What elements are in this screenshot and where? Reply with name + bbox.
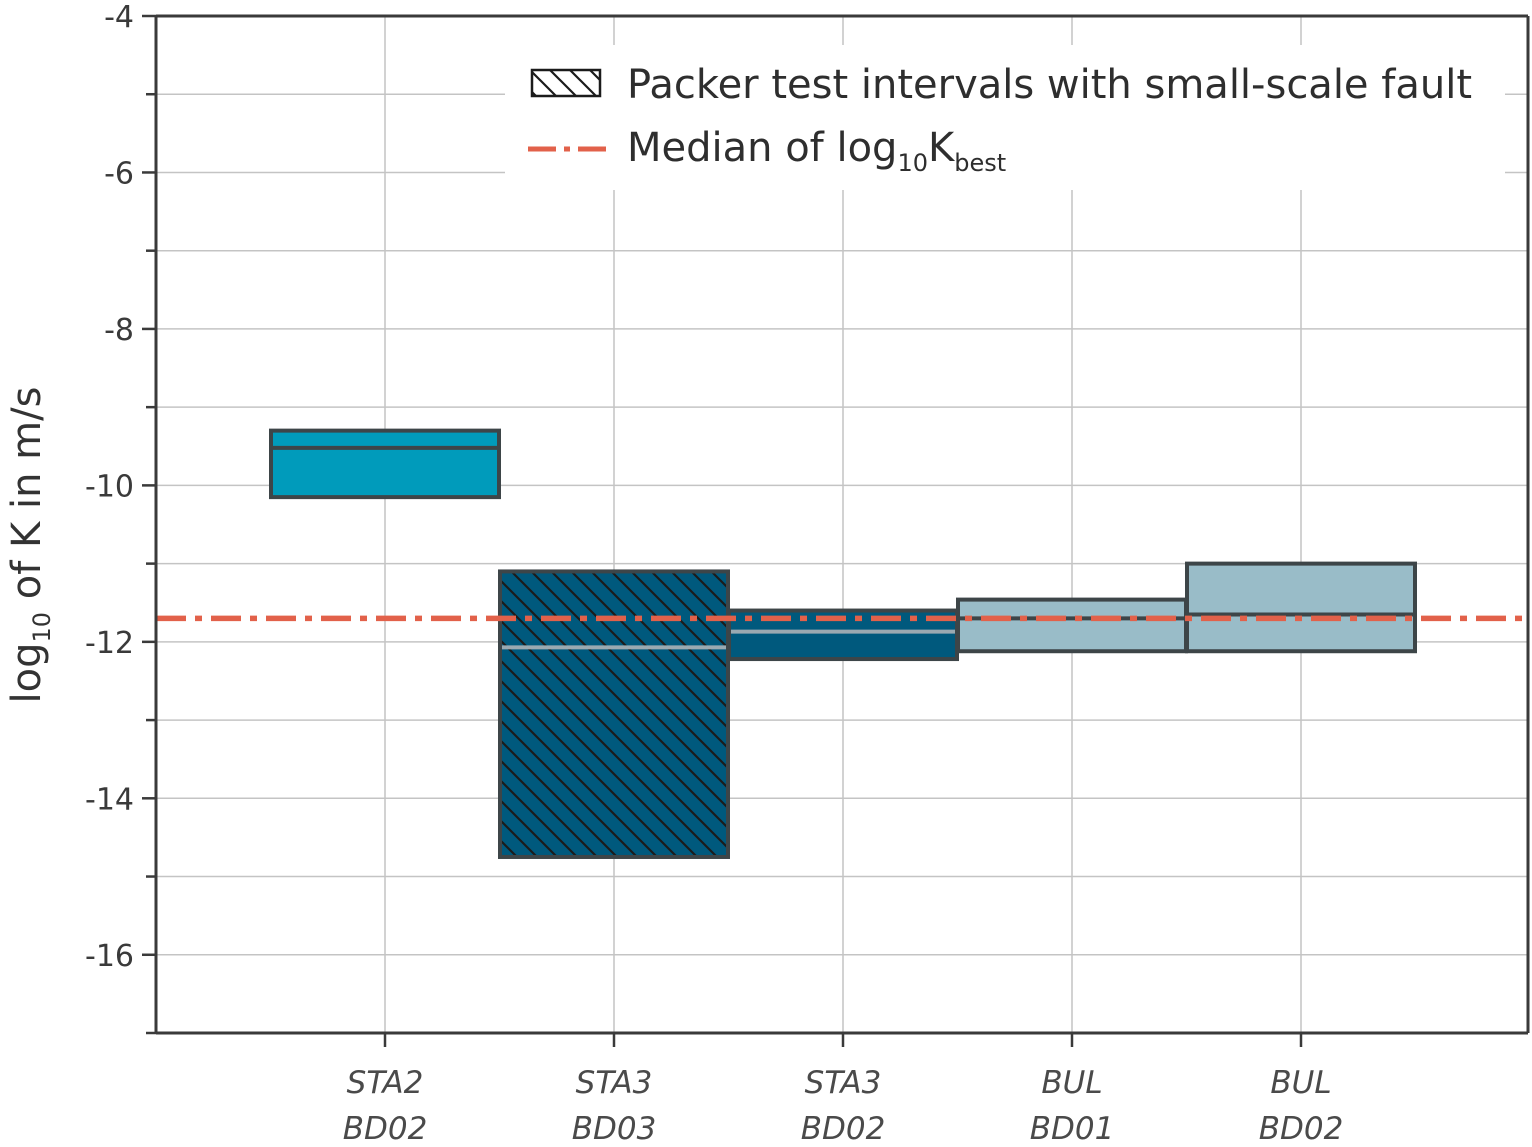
x-tick-label-line1: STA3	[576, 1065, 653, 1101]
axes	[154, 14, 1530, 1035]
legend-background	[505, 45, 1505, 190]
legend-hatch-label: Packer test intervals with small-scale f…	[627, 62, 1472, 108]
box-fill	[1187, 563, 1415, 652]
box-outline	[1185, 561, 1417, 654]
box-outline	[498, 569, 730, 859]
legend-median-label: Median of log10Kbest	[627, 125, 1006, 177]
y-tick-label: -10	[85, 469, 134, 504]
x-tick-label-line2: BD02	[1259, 1111, 1344, 1147]
x-tick-label-line2: BD01	[1030, 1111, 1115, 1147]
box-outline	[269, 428, 501, 500]
y-axis-title: log10 of K in m/s	[4, 387, 56, 704]
axis-ticks	[142, 14, 1303, 1047]
x-tick-label-line1: BUL	[1041, 1065, 1102, 1101]
y-tick-label: -4	[104, 0, 134, 35]
x-tick-label-line1: BUL	[1270, 1065, 1331, 1101]
y-tick-label: -14	[85, 782, 134, 817]
legend-hatch-swatch	[530, 68, 602, 98]
box-fill	[271, 430, 499, 498]
x-tick-label-line1: STA3	[805, 1065, 882, 1101]
boxes	[269, 428, 1417, 859]
y-tick-label: -6	[104, 156, 134, 191]
x-tick-label-line1: STA2	[347, 1065, 424, 1101]
x-tick-label-line2: BD02	[801, 1111, 886, 1147]
box-hatch	[500, 571, 728, 857]
y-tick-label: -8	[104, 313, 134, 348]
y-tick-label: -16	[85, 939, 134, 974]
y-tick-label: -12	[85, 626, 134, 661]
box-fill	[958, 599, 1186, 652]
x-tick-label-line2: BD02	[343, 1111, 428, 1147]
x-tick-label-line2: BD03	[572, 1111, 657, 1147]
tick-labels: -4 -6 -8 -10 -12 -14 -16 STA2 BD02 STA3 BD03 STA3 BD…	[85, 0, 1343, 1147]
legend: Packer test intervals with small-scale f…	[505, 45, 1505, 190]
y-axis-title-subscript: 10	[28, 612, 56, 643]
